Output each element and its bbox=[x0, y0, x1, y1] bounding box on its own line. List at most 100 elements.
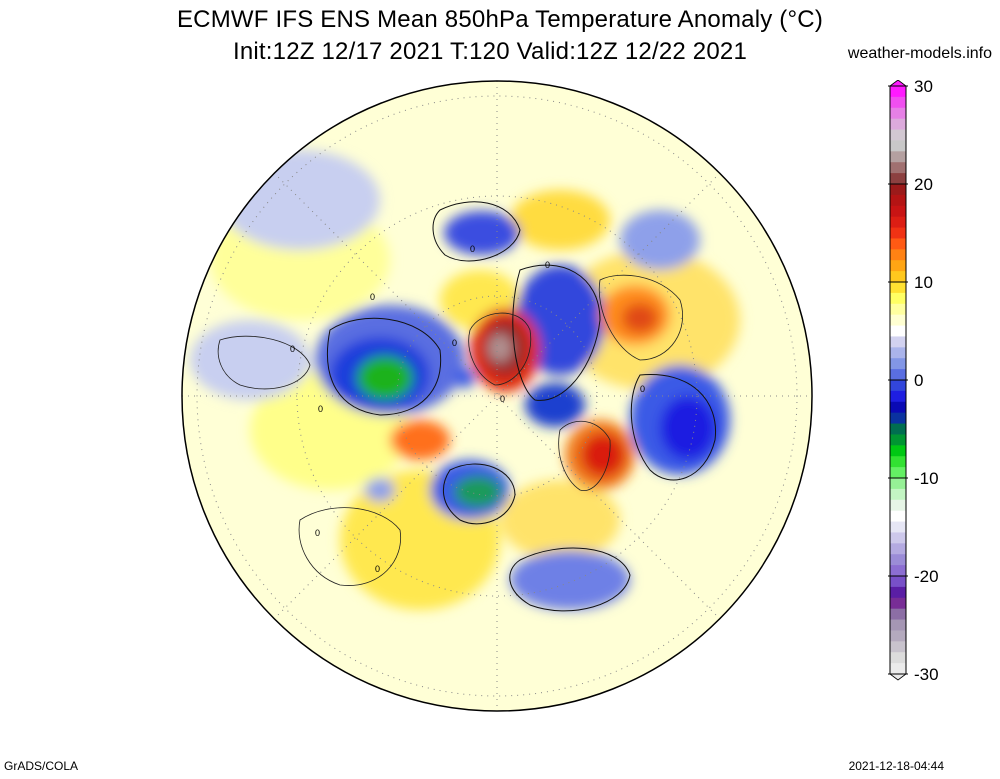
field-patch bbox=[620, 210, 700, 270]
colorbar-tick-label: -30 bbox=[914, 665, 939, 684]
colorbar-swatch bbox=[890, 292, 906, 305]
field-patch bbox=[510, 550, 630, 610]
field-patch bbox=[500, 480, 620, 560]
field-patch bbox=[357, 356, 413, 400]
colorbar-swatch bbox=[890, 521, 906, 534]
contour-label: 0 bbox=[500, 394, 505, 404]
colorbar-swatch bbox=[890, 565, 906, 577]
field-patch bbox=[488, 334, 512, 362]
contour-label: 0 bbox=[370, 292, 375, 302]
field-patch bbox=[454, 476, 502, 508]
colorbar-tick-label: 0 bbox=[914, 371, 923, 390]
field-patch bbox=[581, 433, 625, 477]
colorbar-swatch bbox=[890, 358, 906, 370]
colorbar-swatch bbox=[890, 336, 906, 348]
colorbar-swatch bbox=[890, 282, 906, 294]
colorbar-swatch bbox=[890, 597, 906, 610]
colorbar-swatch bbox=[890, 96, 906, 109]
contour-label: 0 bbox=[290, 344, 295, 354]
colorbar-swatch bbox=[890, 216, 906, 229]
field-patch bbox=[220, 150, 380, 250]
colorbar-swatch bbox=[890, 445, 906, 457]
colorbar-swatch bbox=[890, 227, 906, 240]
colorbar-swatch bbox=[890, 423, 906, 436]
colorbar-swatch bbox=[890, 303, 906, 316]
graticule bbox=[182, 81, 812, 711]
software-credit: GrADS/COLA bbox=[4, 759, 79, 773]
colorbar-swatch bbox=[890, 510, 906, 523]
field-patch bbox=[510, 190, 610, 250]
colorbar-swatch bbox=[890, 162, 906, 174]
colorbar-swatch bbox=[890, 369, 906, 381]
colorbar-swatch bbox=[890, 194, 906, 207]
colorbar-tick-label: -20 bbox=[914, 567, 939, 586]
chart-subtitle: Init:12Z 12/17 2021 T:120 Valid:12Z 12/2… bbox=[232, 38, 748, 65]
generated-timestamp: 2021-12-18-04:44 bbox=[848, 759, 944, 773]
contour-label: 0 bbox=[640, 384, 645, 394]
colorbar-swatch bbox=[890, 260, 906, 272]
coastlines bbox=[217, 274, 683, 586]
field-patch bbox=[660, 396, 716, 460]
colorbar-swatch bbox=[890, 532, 906, 544]
colorbar-swatch bbox=[890, 86, 906, 98]
field-patch bbox=[455, 368, 475, 388]
colorbar-tick-label: -10 bbox=[914, 469, 939, 488]
colorbar-swatch bbox=[890, 401, 906, 414]
colorbar-top-arrow bbox=[888, 80, 908, 87]
colorbar-swatch bbox=[890, 380, 906, 392]
contour-label: 0 bbox=[545, 260, 550, 270]
colorbar-swatch bbox=[890, 456, 906, 468]
colorbar-bottom-arrow bbox=[888, 673, 908, 681]
colorbar-swatch bbox=[890, 271, 906, 283]
colorbar-swatch bbox=[890, 412, 906, 425]
contour-label: 0 bbox=[318, 404, 323, 414]
colorbar-swatch bbox=[890, 663, 906, 675]
chart-title: ECMWF IFS ENS Mean 850hPa Temperature An… bbox=[176, 6, 824, 33]
colorbar-swatch bbox=[890, 390, 906, 403]
field-patch bbox=[365, 478, 395, 502]
colorbar-swatch bbox=[890, 249, 906, 261]
colorbar-swatch bbox=[890, 467, 906, 479]
colorbar-swatch bbox=[890, 434, 906, 446]
colorbar-swatch bbox=[890, 652, 906, 664]
colorbar-swatch bbox=[890, 238, 906, 250]
colorbar-swatch bbox=[890, 347, 906, 359]
zero-contours bbox=[326, 201, 717, 612]
source-credit: weather-models.info bbox=[847, 45, 992, 62]
colorbar-swatch bbox=[890, 184, 906, 196]
colorbar-swatch bbox=[890, 576, 906, 588]
contour-label: 0 bbox=[375, 564, 380, 574]
colorbar-swatch bbox=[890, 554, 906, 566]
colorbar-swatch bbox=[890, 608, 906, 621]
colorbar-swatch bbox=[890, 478, 906, 490]
contour-label: 0 bbox=[315, 528, 320, 538]
colorbar-swatch bbox=[890, 641, 906, 653]
colorbar-tick-label: 30 bbox=[914, 80, 933, 96]
colorbar-swatch bbox=[890, 173, 906, 185]
colorbar-swatch bbox=[890, 586, 906, 599]
colorbar-swatch bbox=[890, 630, 906, 642]
colorbar-swatch bbox=[890, 488, 906, 501]
colorbar-swatch bbox=[890, 107, 906, 120]
colorbar-swatch bbox=[890, 325, 906, 338]
colorbar-swatch bbox=[890, 140, 906, 152]
colorbar-swatch bbox=[890, 151, 906, 163]
field-patch bbox=[622, 303, 658, 333]
colorbar: 30 20 10 0 -10 -20 -30 bbox=[888, 80, 939, 684]
field-patch bbox=[444, 211, 520, 255]
field-patch bbox=[390, 420, 450, 460]
map-boundary bbox=[181, 80, 813, 712]
colorbar-swatch bbox=[890, 499, 906, 512]
colorbar-swatch bbox=[890, 129, 906, 142]
colorbar-swatch bbox=[890, 543, 906, 555]
colorbar-tick-label: 20 bbox=[914, 175, 933, 194]
field-patch bbox=[525, 383, 585, 427]
contour-label: 0 bbox=[470, 244, 475, 254]
colorbar-swatch bbox=[890, 118, 906, 131]
colorbar-swatch bbox=[890, 619, 906, 632]
colorbar-swatch bbox=[890, 314, 906, 327]
colorbar-swatch bbox=[890, 205, 906, 218]
colorbar-tick-label: 10 bbox=[914, 273, 933, 292]
contour-label: 0 bbox=[452, 338, 457, 348]
